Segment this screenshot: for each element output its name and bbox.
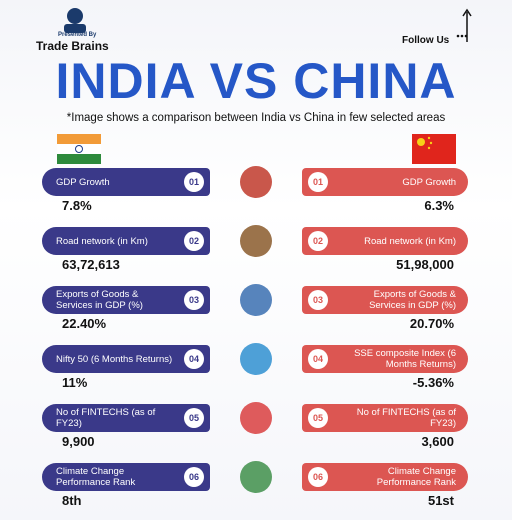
china-label: 01 GDP Growth bbox=[302, 168, 468, 196]
row-icon bbox=[240, 225, 272, 257]
row-number: 02 bbox=[184, 231, 204, 251]
india-value: 7.8% bbox=[62, 198, 92, 213]
label-text: GDP Growth bbox=[56, 176, 110, 188]
china-value: 3,600 bbox=[421, 434, 454, 449]
row-icon bbox=[240, 284, 272, 316]
india-value: 8th bbox=[62, 493, 82, 508]
india-label: No of FINTECHS (as of FY23) 05 bbox=[42, 404, 210, 432]
china-label: 06 Climate Change Performance Rank bbox=[302, 463, 468, 491]
row-number: 05 bbox=[184, 408, 204, 428]
india-value: 63,72,613 bbox=[62, 257, 120, 272]
row-number: 03 bbox=[184, 290, 204, 310]
china-label: 05 No of FINTECHS (as of FY23) bbox=[302, 404, 468, 432]
china-value: 51st bbox=[427, 493, 454, 508]
india-label: Exports of Goods & Services in GDP (%) 03 bbox=[42, 286, 210, 314]
china-label: 03 Exports of Goods & Services in GDP (%) bbox=[302, 286, 468, 314]
china-label: 04 SSE composite Index (6 Months Returns) bbox=[302, 345, 468, 373]
label-text: Climate Change Performance Rank bbox=[376, 466, 456, 488]
india-label: Climate Change Performance Rank 06 bbox=[42, 463, 210, 491]
label-text: Road network (in Km) bbox=[56, 235, 148, 247]
india-label: Nifty 50 (6 Months Returns) 04 bbox=[42, 345, 210, 373]
label-text: SSE composite Index (6 Months Returns) bbox=[354, 348, 456, 370]
india-flag bbox=[57, 134, 101, 164]
row-icon bbox=[240, 402, 272, 434]
follow-us: Follow Us bbox=[402, 35, 450, 46]
india-value: 11% bbox=[62, 375, 88, 390]
china-value: 51,98,000 bbox=[396, 257, 454, 272]
row-number: 02 bbox=[308, 231, 328, 251]
logo-icon bbox=[64, 8, 86, 33]
label-text: Nifty 50 (6 Months Returns) bbox=[56, 353, 173, 365]
row-icon bbox=[240, 166, 272, 198]
row-number: 03 bbox=[308, 290, 328, 310]
row-number: 06 bbox=[184, 467, 204, 487]
row-number: 04 bbox=[184, 349, 204, 369]
brand: Trade Brains bbox=[36, 39, 109, 53]
row-number: 04 bbox=[308, 349, 328, 369]
label-text: Climate Change Performance Rank bbox=[56, 466, 136, 488]
china-label: 02 Road network (in Km) bbox=[302, 227, 468, 255]
row-icon bbox=[240, 461, 272, 493]
label-text: No of FINTECHS (as of FY23) bbox=[56, 407, 156, 429]
india-value: 22.40% bbox=[62, 316, 107, 331]
label-text: Exports of Goods & Services in GDP (%) bbox=[369, 289, 456, 311]
india-label: Road network (in Km) 02 bbox=[42, 227, 210, 255]
label-text: Road network (in Km) bbox=[364, 235, 456, 247]
china-value: -5.36% bbox=[412, 375, 454, 390]
india-label: GDP Growth 01 bbox=[42, 168, 210, 196]
label-text: No of FINTECHS (as of FY23) bbox=[356, 407, 456, 429]
china-flag bbox=[412, 134, 456, 164]
china-value: 6.3% bbox=[424, 198, 454, 213]
label-text: Exports of Goods & Services in GDP (%) bbox=[56, 289, 143, 311]
china-value: 20.70% bbox=[409, 316, 454, 331]
follow-arrow bbox=[456, 8, 472, 42]
row-number: 01 bbox=[184, 172, 204, 192]
row-number: 06 bbox=[308, 467, 328, 487]
title: INDIA VS CHINA bbox=[55, 53, 457, 109]
row-icon bbox=[240, 343, 272, 375]
row-number: 01 bbox=[308, 172, 328, 192]
label-text: GDP Growth bbox=[402, 176, 456, 188]
india-value: 9,900 bbox=[62, 434, 95, 449]
presented-by: Presented By bbox=[58, 32, 97, 38]
subtitle: *Image shows a comparison between India … bbox=[66, 112, 446, 124]
row-number: 05 bbox=[308, 408, 328, 428]
